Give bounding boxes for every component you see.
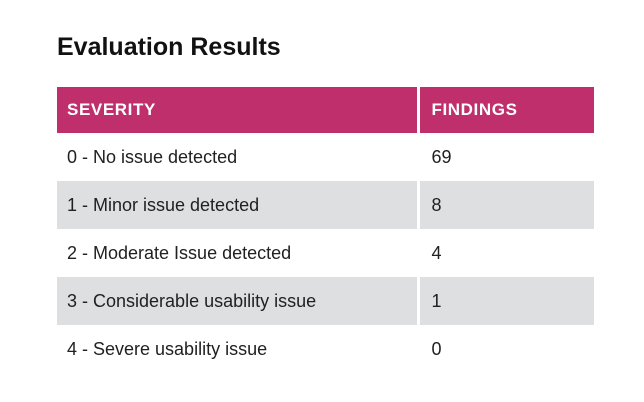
- table-row: 0 - No issue detected 69: [57, 133, 594, 181]
- severity-cell: 4 - Severe usability issue: [57, 325, 418, 373]
- findings-cell: 4: [416, 229, 594, 277]
- findings-cell: 8: [416, 181, 594, 229]
- table-row: 3 - Considerable usability issue 1: [57, 277, 594, 325]
- severity-cell: 1 - Minor issue detected: [57, 181, 418, 229]
- table-row: 4 - Severe usability issue 0: [57, 325, 594, 373]
- column-header-severity: SEVERITY: [57, 87, 418, 133]
- table-row: 1 - Minor issue detected 8: [57, 181, 594, 229]
- page-title: Evaluation Results: [57, 33, 281, 61]
- findings-cell: 0: [416, 325, 594, 373]
- severity-cell: 2 - Moderate Issue detected: [57, 229, 418, 277]
- column-header-findings: FINDINGS: [416, 87, 594, 133]
- findings-cell: 1: [416, 277, 594, 325]
- severity-cell: 3 - Considerable usability issue: [57, 277, 418, 325]
- table-header-row: SEVERITY FINDINGS: [57, 87, 594, 133]
- severity-cell: 0 - No issue detected: [57, 133, 418, 181]
- evaluation-results-table: SEVERITY FINDINGS 0 - No issue detected …: [57, 87, 594, 373]
- findings-cell: 69: [416, 133, 594, 181]
- table-row: 2 - Moderate Issue detected 4: [57, 229, 594, 277]
- table-header: SEVERITY FINDINGS: [57, 87, 594, 133]
- table-body: 0 - No issue detected 69 1 - Minor issue…: [57, 133, 594, 373]
